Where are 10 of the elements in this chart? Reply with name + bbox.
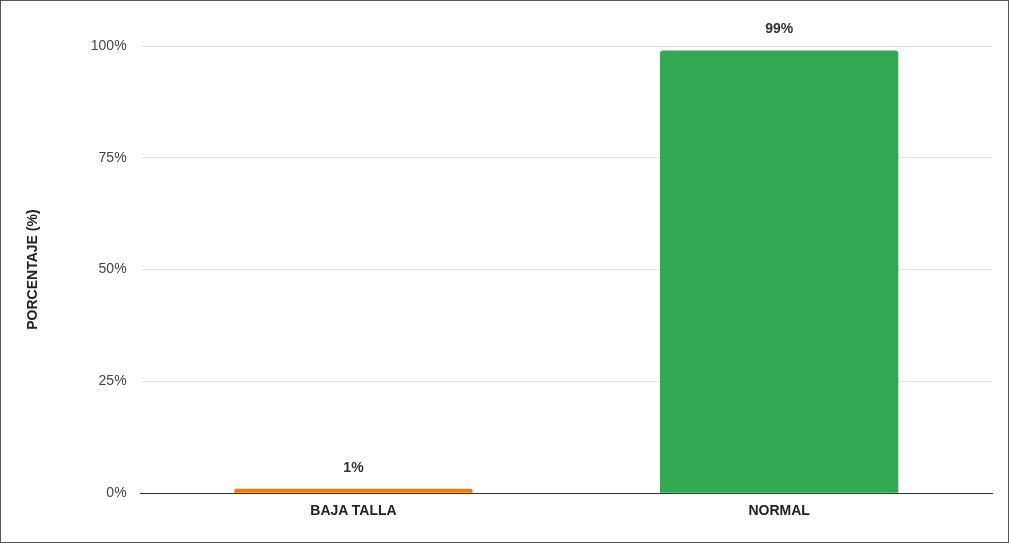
y-tick-label: 100%	[90, 36, 127, 53]
data-label: 99%	[765, 20, 794, 37]
y-tick-label: 25%	[98, 372, 127, 389]
y-tick-label: 75%	[98, 148, 127, 165]
data-label: 1%	[343, 458, 365, 475]
x-tick-label: BAJA TALLA	[310, 502, 397, 519]
y-axis-title: PORCENTAJE (%)	[24, 209, 41, 330]
y-tick-label: 0%	[106, 484, 127, 501]
x-tick-label: NORMAL	[748, 502, 811, 519]
y-tick-label: 50%	[98, 260, 127, 277]
